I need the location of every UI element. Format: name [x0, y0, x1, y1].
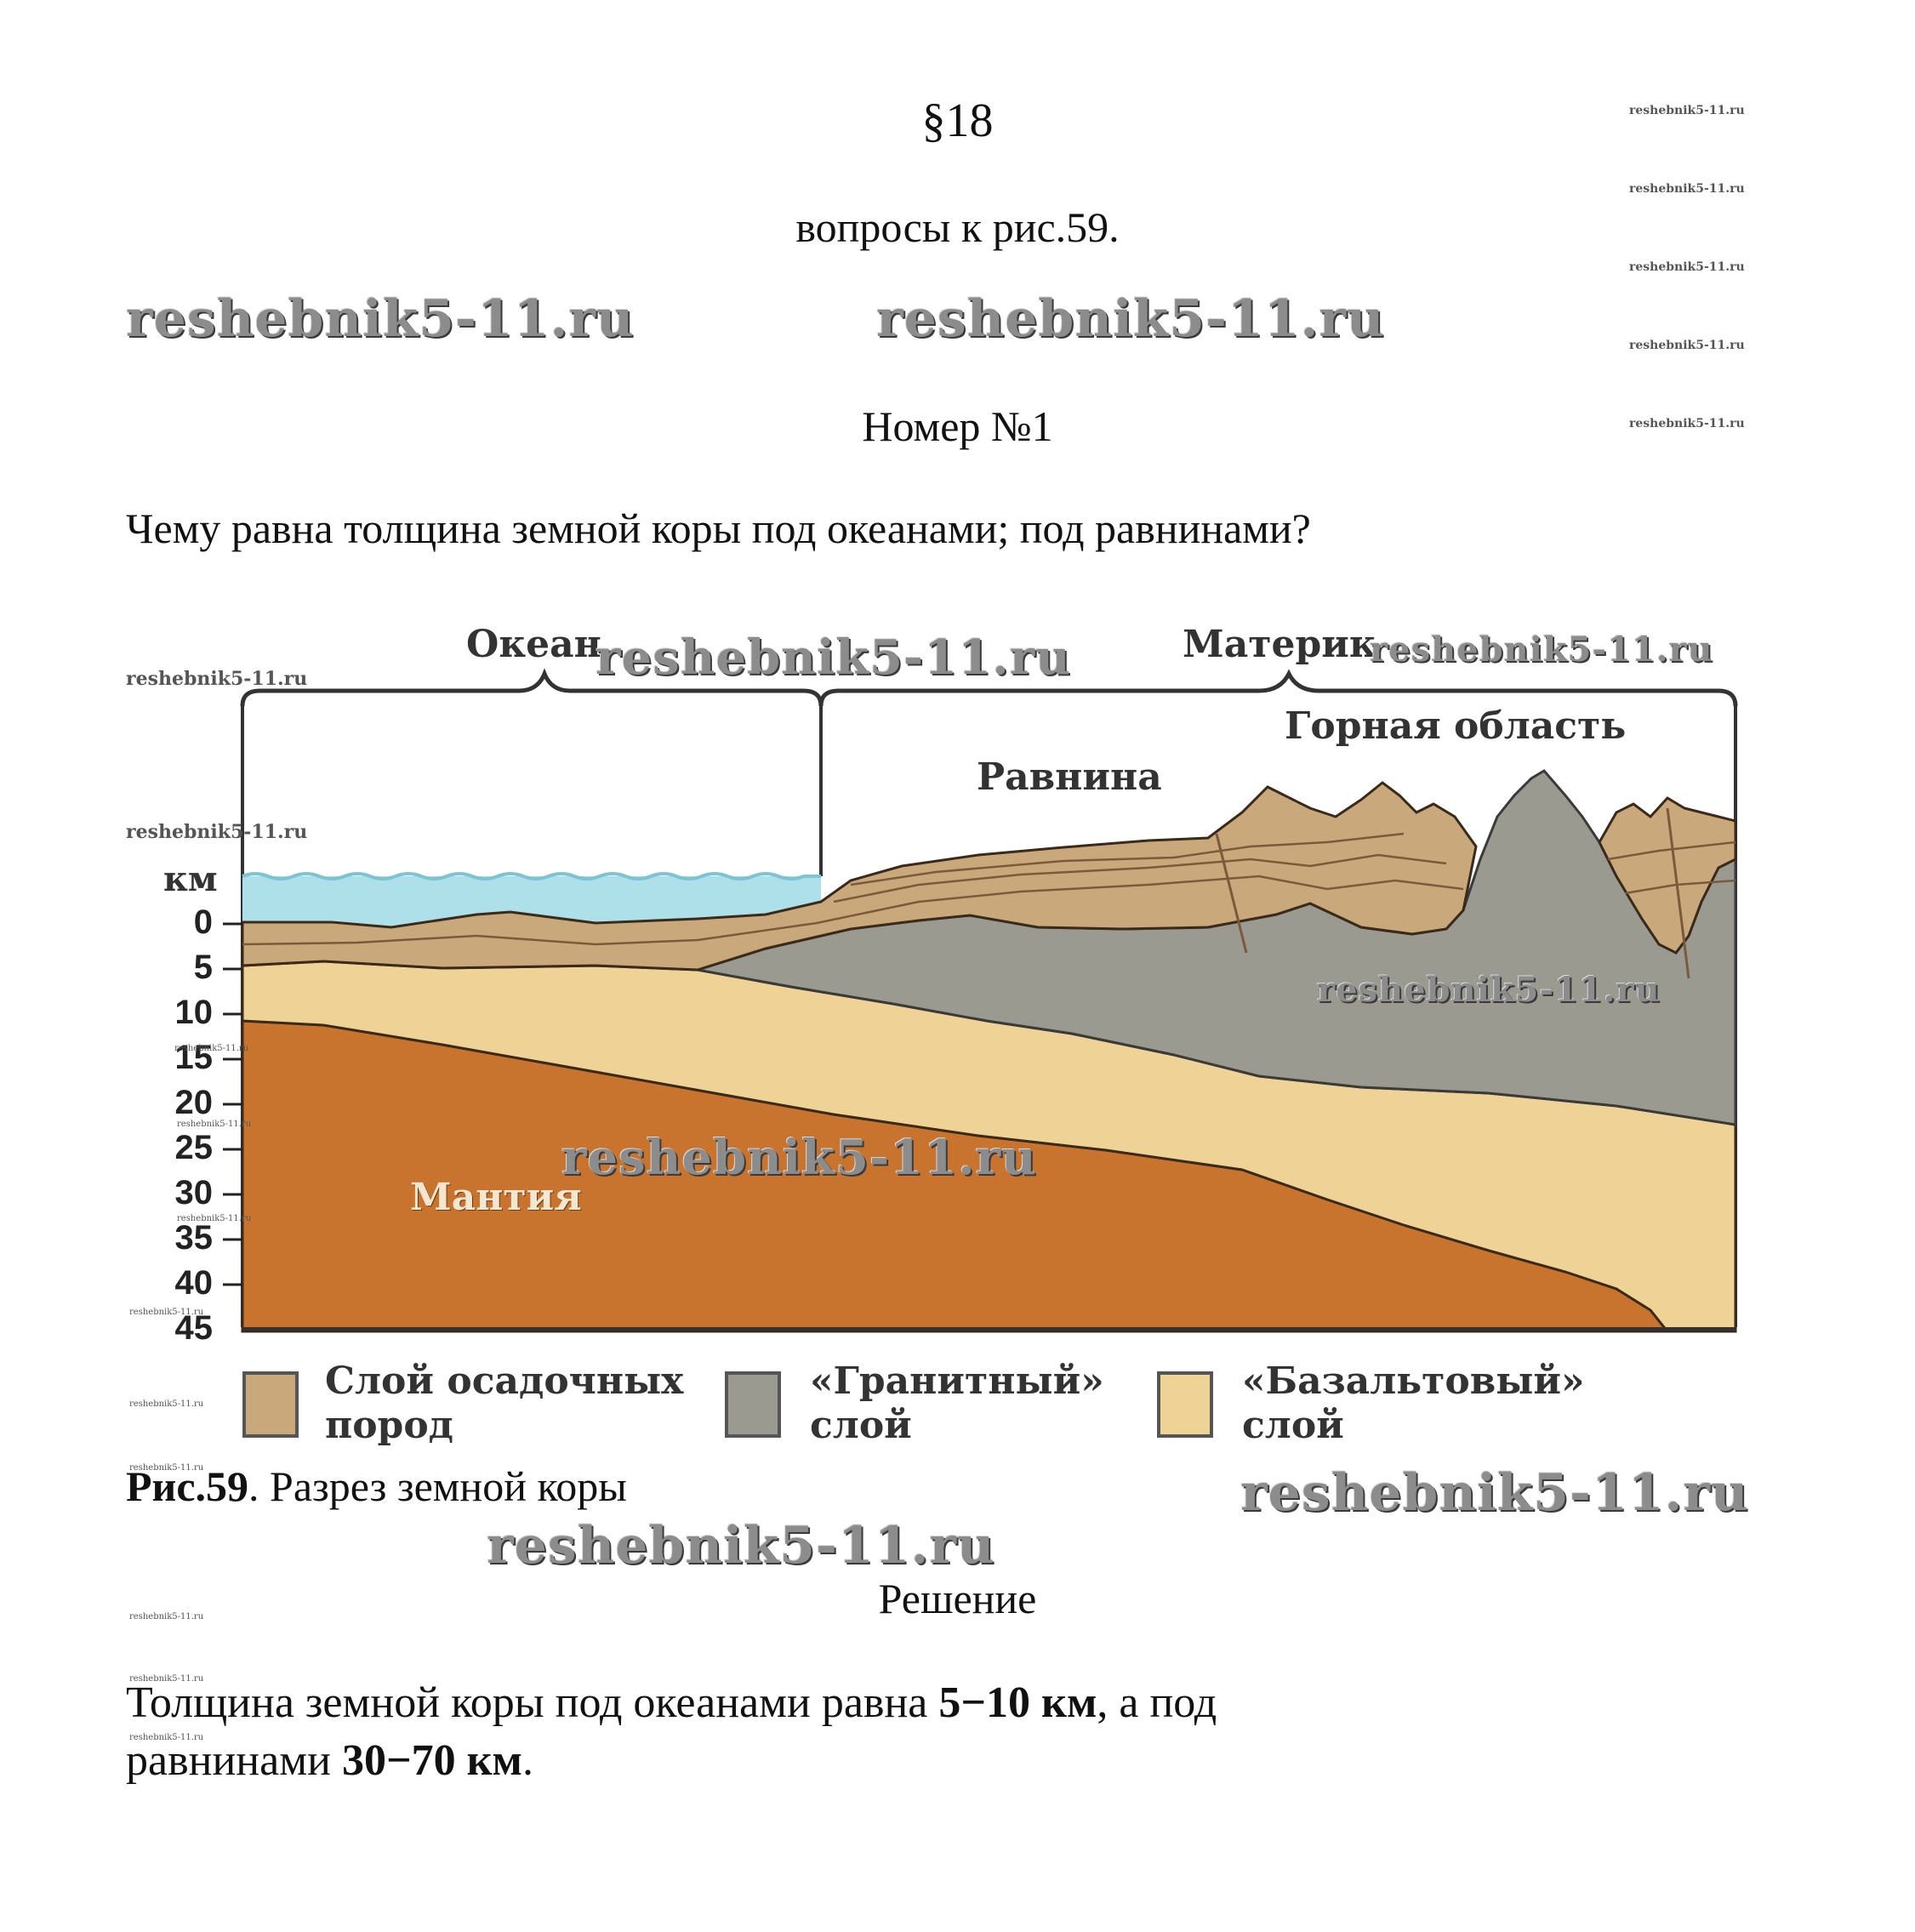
plain-label: Равнина	[977, 755, 1162, 799]
question-text: Чему равна толщина земной коры под океан…	[126, 504, 1311, 552]
depth-tick: 5	[193, 949, 213, 986]
legend-swatch-sediment	[242, 1371, 299, 1438]
section-number: §18	[921, 94, 994, 147]
depth-tick: 0	[193, 903, 213, 941]
answer-part: .	[521, 1736, 533, 1785]
section-subtitle: вопросы к рис.59.	[795, 203, 1120, 251]
answer-text: Толщина земной коры под океанами равна 5…	[126, 1674, 1742, 1790]
legend-swatch-basalt	[1157, 1371, 1213, 1438]
depth-tick: 40	[174, 1264, 214, 1302]
depth-tick: 10	[174, 994, 214, 1031]
legend-label-granite: «Гранитный» слой	[810, 1359, 1104, 1447]
mantle-label: Мантия	[410, 1176, 582, 1219]
answer-plain-thickness: 30−70 км	[341, 1736, 522, 1785]
watermark-tiny: reshebnik5-11.ru	[129, 1463, 204, 1473]
legend-label-sediment: Слой осадочных пород	[325, 1359, 684, 1447]
watermark-small: reshebnik5-11.ru	[1629, 182, 1745, 196]
watermark-tiny: reshebnik5-11.ru	[129, 1674, 204, 1684]
figure-caption: Рис.59. Разрез земной коры	[126, 1462, 627, 1511]
watermark-small: reshebnik5-11.ru	[126, 821, 308, 843]
watermark-small: reshebnik5-11.ru	[1629, 260, 1745, 274]
answer-part: равнинами	[126, 1736, 342, 1785]
km-label: км	[163, 859, 218, 899]
answer-part: , а под	[1097, 1678, 1217, 1727]
watermark: reshebnik5-11.ru	[1370, 630, 1713, 670]
caption-number: Рис.59	[126, 1462, 249, 1510]
solution-title: Решение	[878, 1575, 1037, 1622]
watermark-small: reshebnik5-11.ru	[1629, 104, 1745, 117]
watermark-tiny: reshebnik5-11.ru	[129, 1399, 204, 1409]
depth-tick: 15	[174, 1039, 214, 1076]
watermark: reshebnik5-11.ru	[126, 289, 635, 349]
watermark: reshebnik5-11.ru	[876, 289, 1385, 349]
depth-tick: 20	[174, 1084, 214, 1121]
watermark-small: reshebnik5-11.ru	[1629, 417, 1745, 430]
answer-part: Толщина земной коры под океанами равна	[126, 1678, 939, 1727]
watermark: reshebnik5-11.ru	[1317, 970, 1661, 1010]
watermark-tiny: reshebnik5-11.ru	[177, 1214, 252, 1223]
ocean-label: Океан	[466, 623, 601, 666]
legend-swatch-granite	[725, 1371, 781, 1438]
watermark-tiny: reshebnik5-11.ru	[129, 1308, 204, 1317]
watermark: reshebnik5-11.ru	[487, 1516, 995, 1576]
watermark-tiny: reshebnik5-11.ru	[174, 1044, 249, 1053]
watermark-tiny: reshebnik5-11.ru	[129, 1733, 204, 1742]
legend-label-basalt: «Базальтовый» слой	[1242, 1359, 1585, 1447]
watermark-small: reshebnik5-11.ru	[126, 668, 308, 690]
depth-tick: 35	[174, 1219, 214, 1257]
continent-label: Материк	[1183, 623, 1376, 666]
watermark-tiny: reshebnik5-11.ru	[177, 1120, 252, 1129]
task-number: Номер №1	[862, 402, 1053, 450]
mountains-label: Горная область	[1285, 704, 1627, 748]
depth-tick: 25	[174, 1129, 214, 1166]
watermark: reshebnik5-11.ru	[1240, 1463, 1749, 1523]
answer-ocean-thickness: 5−10 км	[938, 1678, 1097, 1727]
watermark-small: reshebnik5-11.ru	[1629, 339, 1745, 352]
caption-text: . Разрез земной коры	[248, 1462, 627, 1510]
watermark: reshebnik5-11.ru	[596, 630, 1071, 686]
watermark-tiny: reshebnik5-11.ru	[129, 1612, 204, 1621]
depth-tick: 30	[174, 1174, 214, 1211]
watermark: reshebnik5-11.ru	[561, 1130, 1037, 1186]
depth-tick: 45	[174, 1309, 214, 1347]
